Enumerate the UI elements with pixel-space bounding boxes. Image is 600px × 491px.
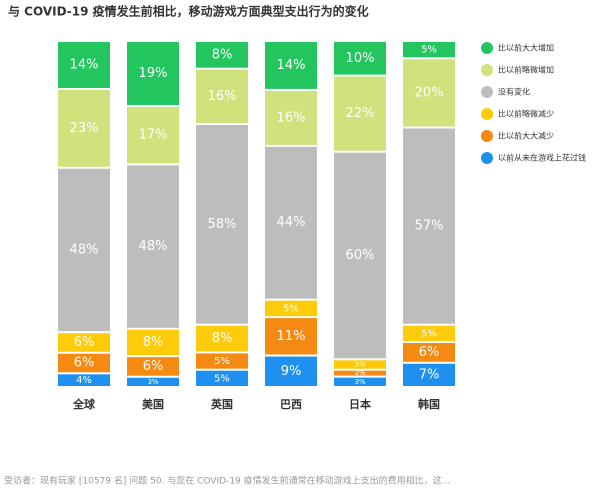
- legend-label: 以前从未在游戏上花过钱: [498, 153, 586, 163]
- bar-segment: [127, 329, 179, 356]
- value-label: 8%: [212, 47, 233, 62]
- bar-segment: [265, 42, 317, 89]
- value-label: 4%: [76, 375, 92, 386]
- value-label: 5%: [283, 303, 299, 314]
- value-label: 6%: [419, 345, 440, 360]
- legend-label: 比以前略微减少: [498, 109, 554, 119]
- value-label: 48%: [139, 239, 168, 254]
- value-label: 2%: [354, 369, 365, 377]
- x-tick-label: 英国: [210, 397, 233, 411]
- value-label: 57%: [415, 219, 444, 234]
- bar-segment: [127, 165, 179, 328]
- value-label: 6%: [74, 356, 95, 371]
- bar-segment: [196, 325, 248, 352]
- value-label: 20%: [415, 85, 444, 100]
- value-label: 23%: [70, 121, 99, 136]
- value-label: 14%: [277, 58, 306, 73]
- legend-marker: [481, 108, 493, 120]
- bar-segment: [58, 89, 110, 167]
- bar-segment: [403, 59, 455, 127]
- value-label: 3%: [354, 378, 365, 386]
- value-label: 16%: [208, 89, 237, 104]
- bar-segment: [127, 42, 179, 106]
- legend-label: 比以前大大增加: [498, 43, 554, 53]
- footnote: 受访者：现有玩家 [10579 名] 问题 50. 与您在 COVID-19 疫…: [4, 475, 450, 487]
- value-label: 16%: [277, 110, 306, 125]
- bar-segment: [58, 42, 110, 88]
- bar-segment: [403, 325, 455, 342]
- value-label: 58%: [208, 217, 237, 232]
- bar-segment: [127, 357, 179, 376]
- value-label: 5%: [214, 373, 230, 384]
- value-label: 10%: [346, 51, 375, 66]
- value-label: 11%: [277, 329, 306, 344]
- legend-marker: [481, 42, 493, 54]
- legend-label: 比以前大大减少: [498, 131, 554, 141]
- x-tick-label: 美国: [142, 397, 164, 411]
- bar-segment: [265, 146, 317, 299]
- x-tick-label: 巴西: [280, 398, 302, 411]
- value-label: 5%: [214, 356, 230, 367]
- value-label: 3%: [354, 361, 365, 369]
- value-label: 5%: [421, 328, 437, 339]
- bar-segment: [196, 125, 248, 324]
- bar-segment: [265, 90, 317, 145]
- bar-segment: [403, 343, 455, 362]
- value-label: 5%: [421, 45, 437, 56]
- chart-title: 与 COVID-19 疫情发生前相比，移动游戏方面典型支出行为的变化: [8, 4, 369, 19]
- bar-segment: [403, 42, 455, 58]
- legend-label: 没有变化: [498, 87, 530, 97]
- value-label: 8%: [212, 331, 233, 346]
- value-label: 9%: [281, 364, 302, 379]
- bar-segment: [265, 300, 317, 317]
- bar-segment: [127, 377, 179, 386]
- bar-segment: [334, 377, 386, 386]
- bar-segment: [334, 360, 386, 369]
- value-label: 6%: [74, 335, 95, 350]
- value-label: 17%: [139, 128, 168, 143]
- bar-segment: [58, 374, 110, 386]
- value-label: 60%: [346, 248, 375, 263]
- legend-label: 比以前略微增加: [498, 65, 554, 75]
- bar-segment: [58, 353, 110, 373]
- value-label: 14%: [70, 57, 99, 72]
- bar-segment: [334, 370, 386, 376]
- bar-segment: [196, 370, 248, 386]
- bar-segment: [196, 42, 248, 68]
- value-label: 48%: [70, 242, 99, 257]
- value-label: 44%: [277, 215, 306, 230]
- bar-segment: [127, 107, 179, 164]
- value-label: 8%: [143, 335, 164, 350]
- bar-segment: [58, 333, 110, 352]
- bar-segment: [334, 152, 386, 359]
- value-label: 22%: [346, 106, 375, 121]
- bar-segment: [265, 356, 317, 386]
- legend-marker: [481, 152, 493, 164]
- bar-segment: [58, 168, 110, 332]
- bar-segment: [334, 76, 386, 151]
- value-label: 19%: [139, 66, 168, 81]
- value-label: 6%: [143, 359, 164, 374]
- bar-segment: [196, 69, 248, 124]
- bar-segment: [334, 42, 386, 75]
- x-tick-label: 韩国: [418, 397, 440, 411]
- legend-marker: [481, 64, 493, 76]
- value-label: 3%: [147, 378, 158, 386]
- x-tick-label: 日本: [349, 397, 371, 411]
- x-tick-label: 全球: [72, 397, 96, 411]
- bar-segment: [403, 363, 455, 386]
- bar-segment: [196, 353, 248, 369]
- value-label: 7%: [419, 367, 440, 382]
- bar-segment: [265, 318, 317, 355]
- legend-marker: [481, 86, 493, 98]
- legend-marker: [481, 130, 493, 142]
- bar-segment: [403, 128, 455, 324]
